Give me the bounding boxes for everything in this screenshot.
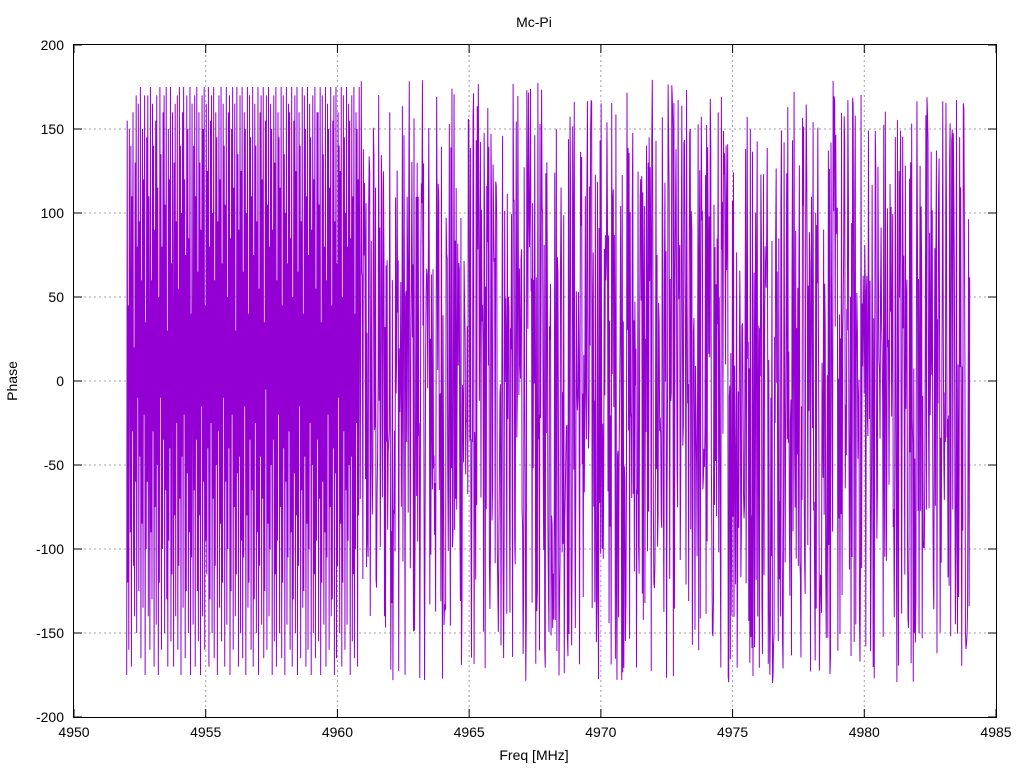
chart-title: Mc-Pi (516, 14, 552, 30)
x-tick-label: 4960 (322, 724, 353, 740)
x-axis-title: Freq [MHz] (499, 747, 568, 763)
y-tick-label: -50 (44, 457, 64, 473)
tick-marks (73, 44, 997, 718)
phase-series-line (126, 79, 971, 684)
y-tick-label: -150 (36, 625, 64, 641)
x-tick-label: 4955 (190, 724, 221, 740)
plot-frame (73, 44, 997, 718)
y-tick-label: 150 (41, 121, 65, 137)
x-tick-label: 4965 (454, 724, 485, 740)
y-tick-label: 200 (41, 37, 65, 53)
y-axis-title: Phase (4, 361, 20, 401)
x-tick-label: 4975 (717, 724, 748, 740)
x-tick-label: 4985 (980, 724, 1011, 740)
y-tick-label: -200 (36, 709, 64, 725)
plot-area (126, 79, 971, 684)
y-tick-label: 100 (41, 205, 65, 221)
x-tick-label: 4970 (585, 724, 616, 740)
x-tick-label: 4980 (849, 724, 880, 740)
y-tick-label: 0 (56, 373, 64, 389)
y-tick-label: -100 (36, 541, 64, 557)
y-tick-labels: -200 -150 -100 -50 0 50 100 150 200 (36, 37, 64, 725)
x-tick-labels: 4950 4955 4960 4965 4970 4975 4980 4985 (58, 724, 1011, 740)
x-tick-label: 4950 (58, 724, 89, 740)
y-tick-label: 50 (48, 289, 64, 305)
